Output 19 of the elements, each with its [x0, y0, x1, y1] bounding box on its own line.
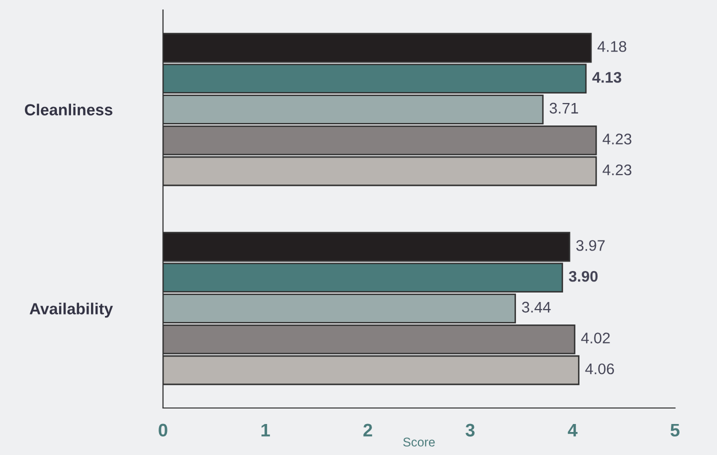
- data-label: 4.18: [598, 41, 626, 52]
- x-tick-label: 3: [466, 424, 475, 437]
- data-label: 3.97: [576, 240, 605, 251]
- data-label: 4.02: [581, 332, 610, 344]
- data-label: 4.23: [602, 164, 632, 176]
- x-tick-label: 1: [262, 424, 270, 436]
- data-label: 3.44: [522, 302, 551, 313]
- x-tick-label: 5: [670, 424, 680, 437]
- data-label: 3.71: [550, 102, 578, 114]
- x-tick-label: 2: [363, 424, 372, 436]
- y-tick-label: Availability: [30, 302, 113, 318]
- data-label: 3.90: [568, 270, 598, 282]
- y-tick-label: Cleanliness: [24, 104, 112, 116]
- x-axis-title: Score: [403, 438, 435, 447]
- x-tick-label: 0: [158, 424, 168, 437]
- data-label: 4.13: [592, 72, 622, 83]
- data-label: 4.23: [602, 134, 632, 144]
- x-tick-label: 4: [568, 424, 578, 436]
- data-label: 4.06: [585, 363, 614, 374]
